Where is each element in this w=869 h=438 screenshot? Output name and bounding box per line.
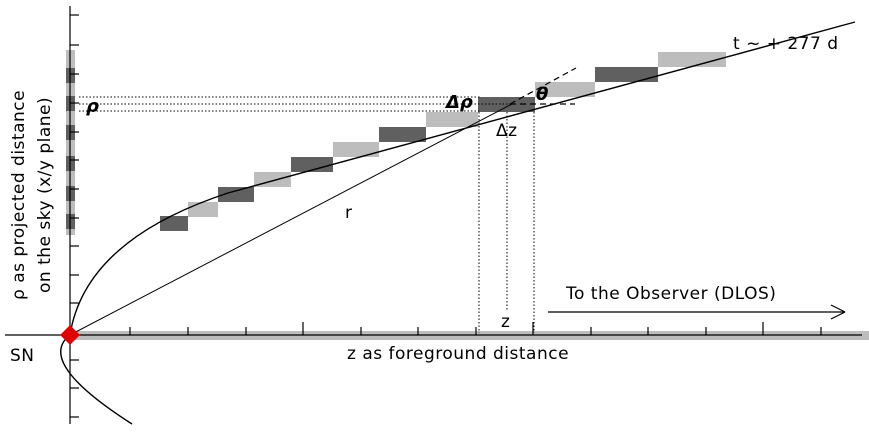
y-axis-label: ρ as projected distance on the sky (x/y … [9, 90, 55, 300]
echo-cell [218, 187, 254, 202]
echo-cell [658, 52, 726, 67]
guide-lines [79, 96, 535, 333]
echo-cell [595, 67, 658, 82]
angle-lines [509, 67, 577, 105]
delta-rho-label: Δρ [444, 92, 473, 113]
radius-line [69, 103, 513, 336]
time-label: t ~ + 277 d [733, 34, 839, 54]
echo-cell [291, 157, 333, 172]
x-axis [5, 322, 862, 336]
echo-cell [333, 142, 379, 157]
echo-cells [160, 52, 726, 231]
delta-z-label: Δz [496, 121, 518, 141]
echo-cell [379, 127, 426, 142]
svg-text:on the sky (x/y plane): on the sky (x/y plane) [35, 97, 55, 293]
observer-arrow [548, 304, 846, 320]
y-axis [69, 6, 79, 424]
theta-label: θ [536, 84, 548, 105]
z-label: z [501, 312, 510, 332]
echo-cell [160, 216, 188, 231]
svg-text:ρ as projected distance: ρ as projected distance [9, 90, 29, 300]
sn-label: SN [10, 346, 35, 366]
echo-cell [426, 112, 478, 127]
r-label: r [345, 203, 353, 223]
echo-cell [188, 202, 218, 217]
observer-label: To the Observer (DLOS) [565, 284, 776, 304]
x-axis-label: z as foreground distance [347, 344, 569, 364]
echo-parabola [60, 21, 856, 425]
echo-cell [535, 82, 595, 97]
rho-label: ρ [86, 96, 99, 117]
sn-marker [60, 325, 80, 345]
